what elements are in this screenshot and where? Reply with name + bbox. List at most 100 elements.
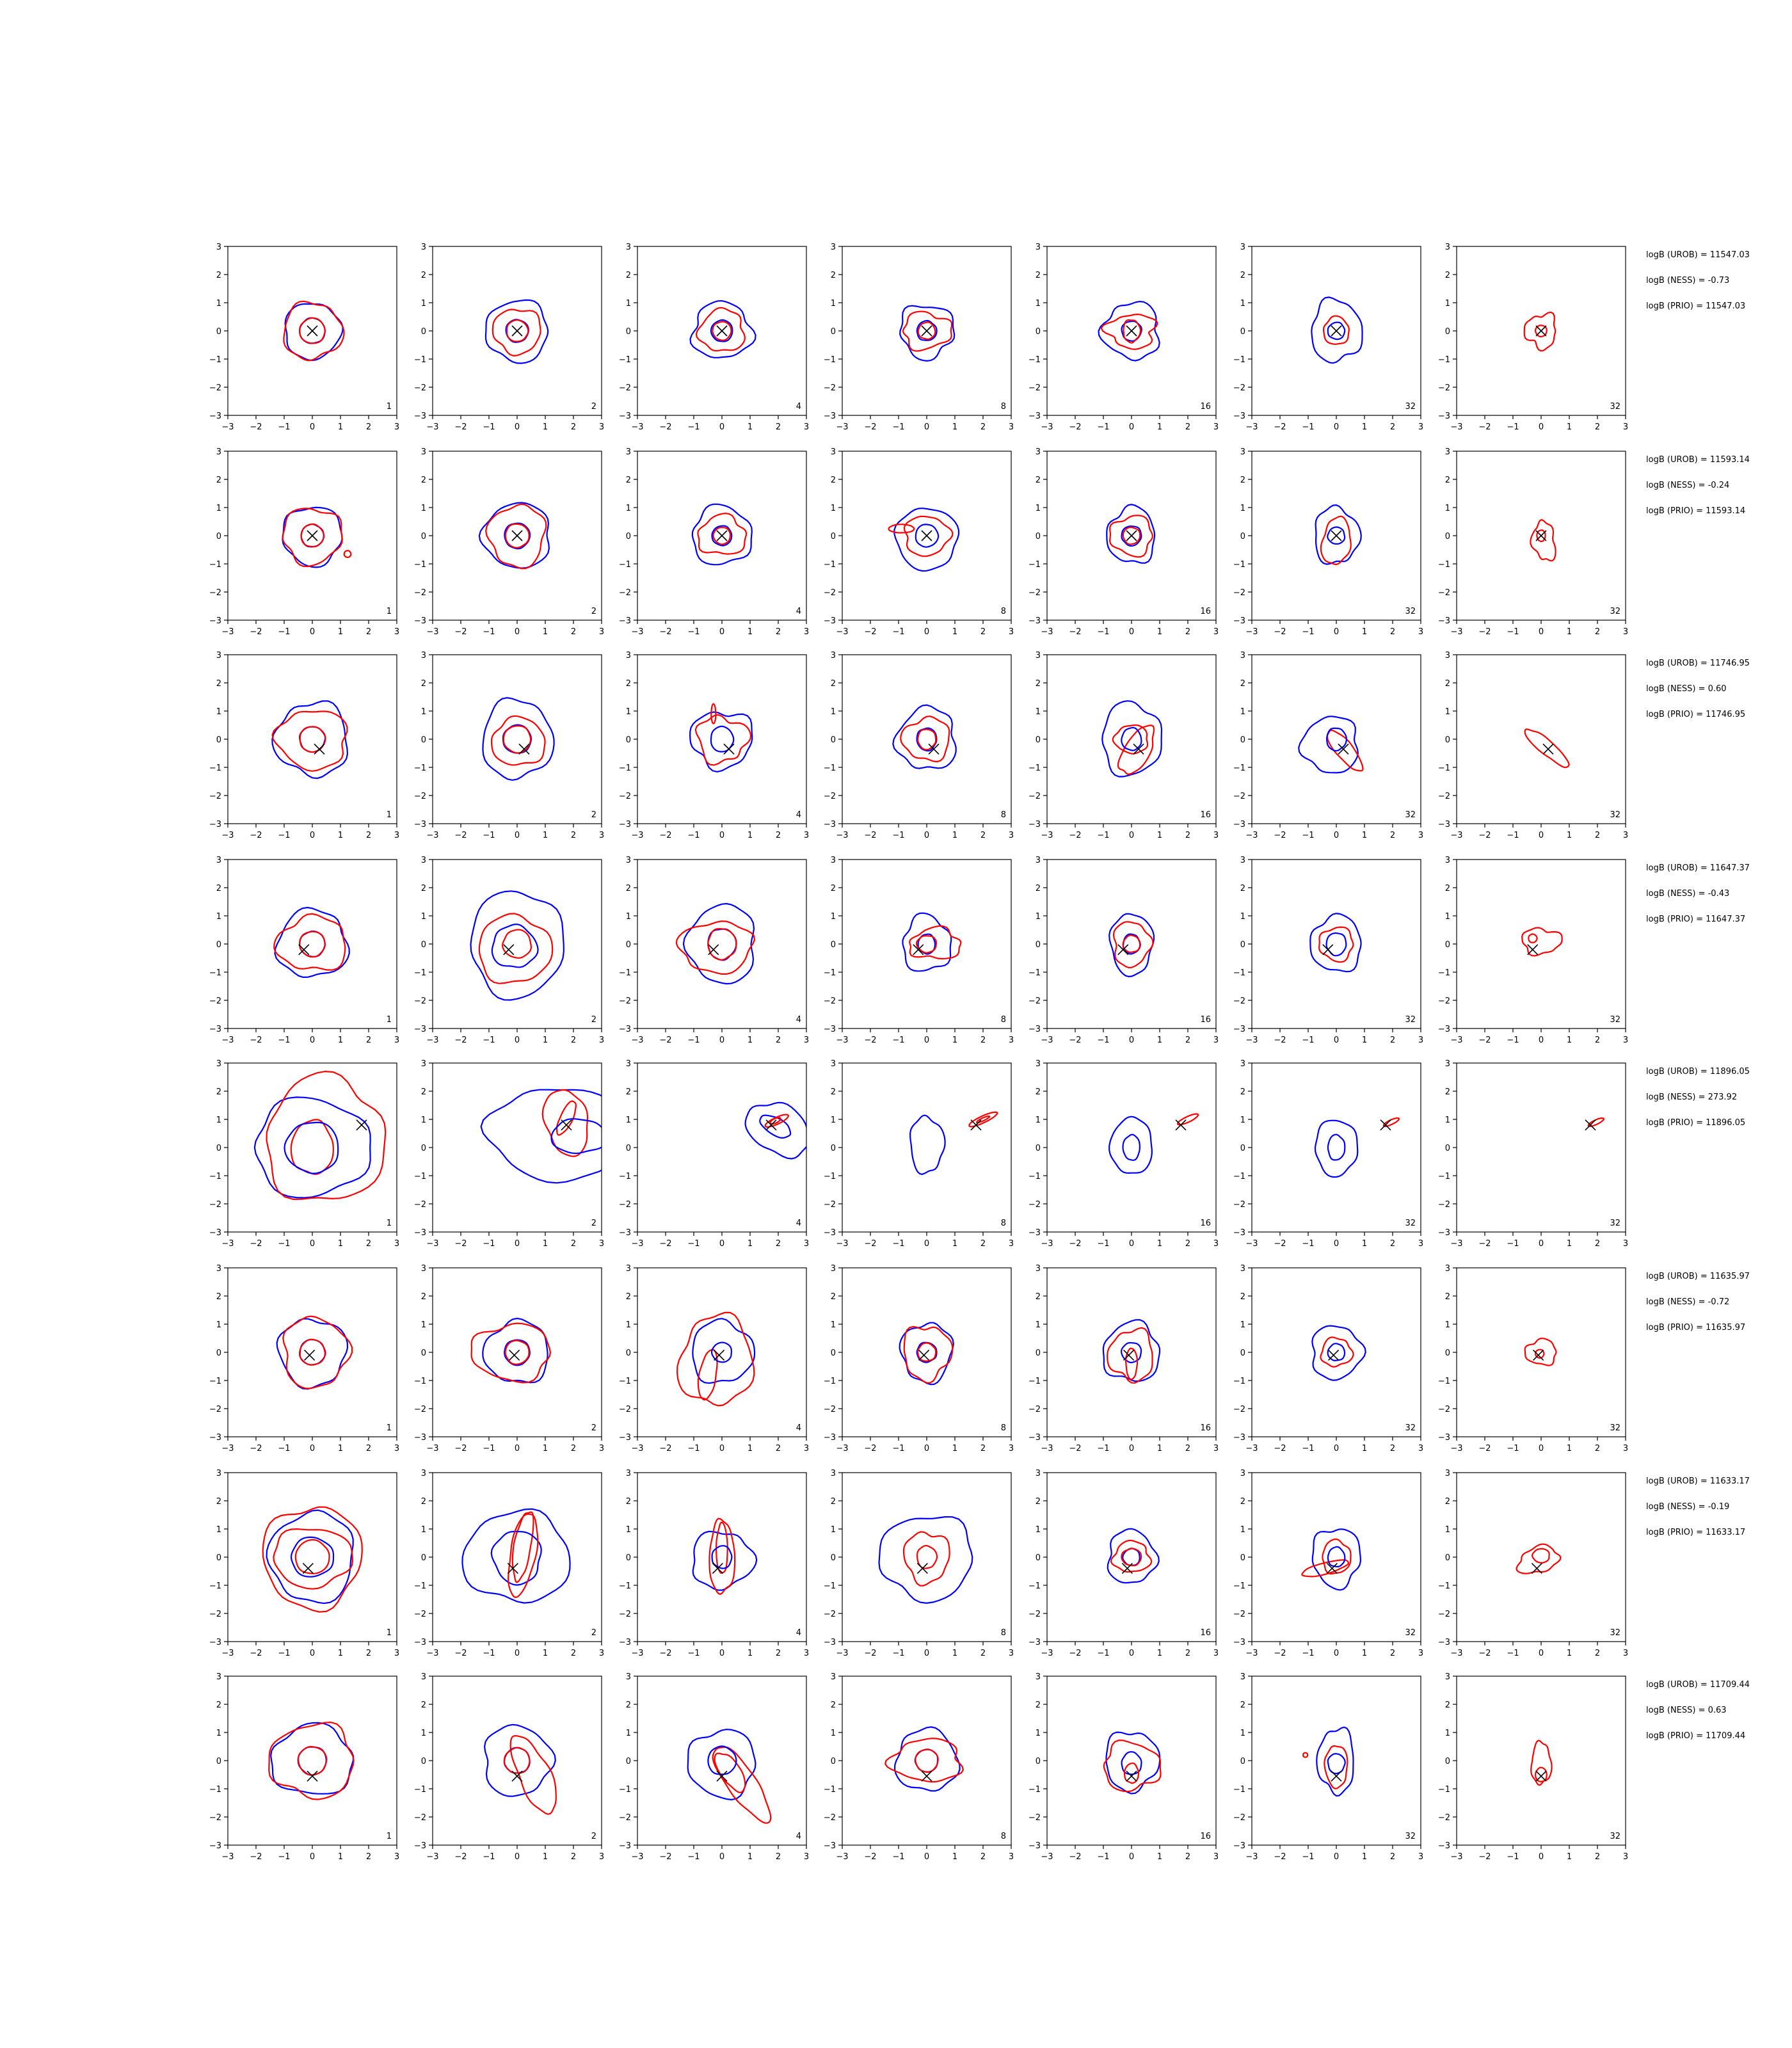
red-contour [268, 1721, 355, 1800]
panel-r2-c6: −3 −2 −1 0 1 2 3 −3 −2 −1 0 1 2 3 32 [1438, 651, 1628, 840]
x-tick-label: 1 [952, 422, 957, 432]
y-tick-label: 2 [216, 476, 221, 485]
panel-label: 8 [1001, 402, 1006, 412]
y-tick-label: −2 [414, 1405, 426, 1414]
panel-label: 32 [1405, 810, 1416, 820]
red-contour [290, 1119, 334, 1175]
x-tick-label: −2 [1274, 1239, 1286, 1249]
x-tick-label: 3 [1623, 831, 1628, 840]
true-value-marker [1121, 1563, 1133, 1574]
panel-label: 32 [1405, 607, 1416, 616]
axes-frame [432, 654, 602, 824]
x-tick-label: −1 [1097, 831, 1109, 840]
y-tick-label: 2 [421, 1497, 426, 1507]
x-tick-label: −2 [864, 831, 876, 840]
y-tick-label: −2 [414, 588, 426, 598]
y-tick-label: 3 [1445, 1469, 1450, 1478]
x-tick-label: 0 [1129, 1239, 1134, 1249]
y-tick-label: 1 [626, 707, 631, 717]
x-tick-label: 1 [1157, 422, 1162, 432]
y-tick-label: −2 [824, 1813, 836, 1823]
x-tick-label: −2 [1069, 1036, 1081, 1045]
y-tick-label: 3 [626, 1264, 631, 1274]
x-tick-label: −1 [1507, 627, 1519, 637]
blue-contour [1327, 1753, 1346, 1775]
x-tick-label: −2 [454, 831, 467, 840]
x-tick-label: 1 [338, 422, 343, 432]
y-tick-label: 0 [626, 735, 631, 745]
y-tick-label: −3 [414, 1433, 426, 1443]
x-tick-label: 1 [1567, 831, 1572, 840]
x-tick-label: 2 [571, 1444, 576, 1453]
x-tick-label: 3 [1623, 1036, 1628, 1045]
x-tick-label: 1 [1157, 1444, 1162, 1453]
x-tick-label: 0 [1129, 1036, 1134, 1045]
panel-r3-c1: −3 −2 −1 0 1 2 3 −3 −2 −1 0 1 2 3 2 [414, 856, 604, 1045]
x-tick-label: −1 [483, 1852, 495, 1862]
panel-r1-c0: −3 −2 −1 0 1 2 3 −3 −2 −1 0 1 2 3 1 [209, 447, 399, 637]
x-tick-label: −1 [687, 1649, 700, 1658]
y-tick-label: 3 [1240, 1672, 1245, 1682]
x-tick-label: −1 [1097, 1036, 1109, 1045]
y-tick-label: −3 [209, 616, 221, 626]
red-contour [916, 728, 937, 751]
x-tick-label: 0 [719, 831, 724, 840]
x-tick-label: 2 [1390, 831, 1395, 840]
y-tick-label: 1 [1445, 1116, 1450, 1125]
y-tick-label: 3 [626, 1059, 631, 1069]
blue-contour [902, 912, 952, 972]
x-tick-label: −1 [1302, 1649, 1314, 1658]
y-tick-label: −1 [1028, 1172, 1041, 1181]
red-contour [1112, 724, 1149, 755]
x-tick-label: 2 [1185, 1239, 1190, 1249]
y-tick-label: −3 [1028, 1841, 1041, 1851]
axes-frame [637, 1472, 807, 1642]
y-tick-label: 0 [626, 1553, 631, 1563]
blue-contour [692, 1530, 758, 1591]
true-value-marker [916, 1563, 928, 1574]
y-tick-label: −2 [1233, 383, 1245, 393]
red-contour [541, 1089, 589, 1157]
x-tick-label: −1 [483, 1649, 495, 1658]
y-tick-label: −1 [1438, 355, 1450, 365]
x-tick-label: −3 [631, 831, 643, 840]
red-contour [1318, 926, 1354, 963]
x-tick-label: −2 [250, 1852, 262, 1862]
y-tick-label: 1 [421, 1729, 426, 1738]
y-tick-label: 1 [626, 1729, 631, 1738]
y-tick-label: −1 [1438, 968, 1450, 978]
y-tick-label: 1 [1240, 1320, 1245, 1330]
red-contour [1326, 730, 1364, 772]
panel-label: 4 [796, 810, 801, 820]
y-tick-label: 1 [1240, 1525, 1245, 1535]
red-contour [917, 321, 936, 340]
y-tick-label: 2 [216, 271, 221, 280]
true-value-marker [921, 530, 932, 541]
y-tick-label: −1 [1028, 1581, 1041, 1591]
panel-label: 32 [1610, 1628, 1620, 1638]
red-contour [903, 1325, 954, 1384]
y-tick-label: 1 [216, 504, 221, 513]
x-tick-label: 1 [748, 1239, 753, 1249]
x-tick-label: 1 [1157, 1239, 1162, 1249]
x-tick-label: 1 [748, 1444, 753, 1453]
y-tick-label: 0 [626, 940, 631, 950]
blue-contour [550, 1118, 602, 1155]
x-tick-label: −3 [221, 1444, 234, 1453]
y-tick-label: 1 [1240, 299, 1245, 308]
row-1-stat-2: logB (PRIO) = 11593.14 [1646, 506, 1746, 516]
x-tick-label: −2 [864, 1649, 876, 1658]
x-tick-label: −3 [426, 422, 438, 432]
y-tick-label: 1 [1445, 1729, 1450, 1738]
y-tick-label: 3 [1240, 651, 1245, 660]
y-tick-label: 1 [1240, 1116, 1245, 1125]
red-contour [712, 527, 731, 545]
y-tick-label: 3 [1240, 1264, 1245, 1274]
y-tick-label: −3 [209, 1638, 221, 1647]
y-tick-label: 1 [831, 707, 836, 717]
x-tick-label: 3 [1009, 1852, 1014, 1862]
y-tick-label: 0 [626, 1348, 631, 1358]
red-contour [1121, 1548, 1142, 1567]
red-contour [262, 1506, 363, 1613]
red-contour [506, 319, 529, 342]
